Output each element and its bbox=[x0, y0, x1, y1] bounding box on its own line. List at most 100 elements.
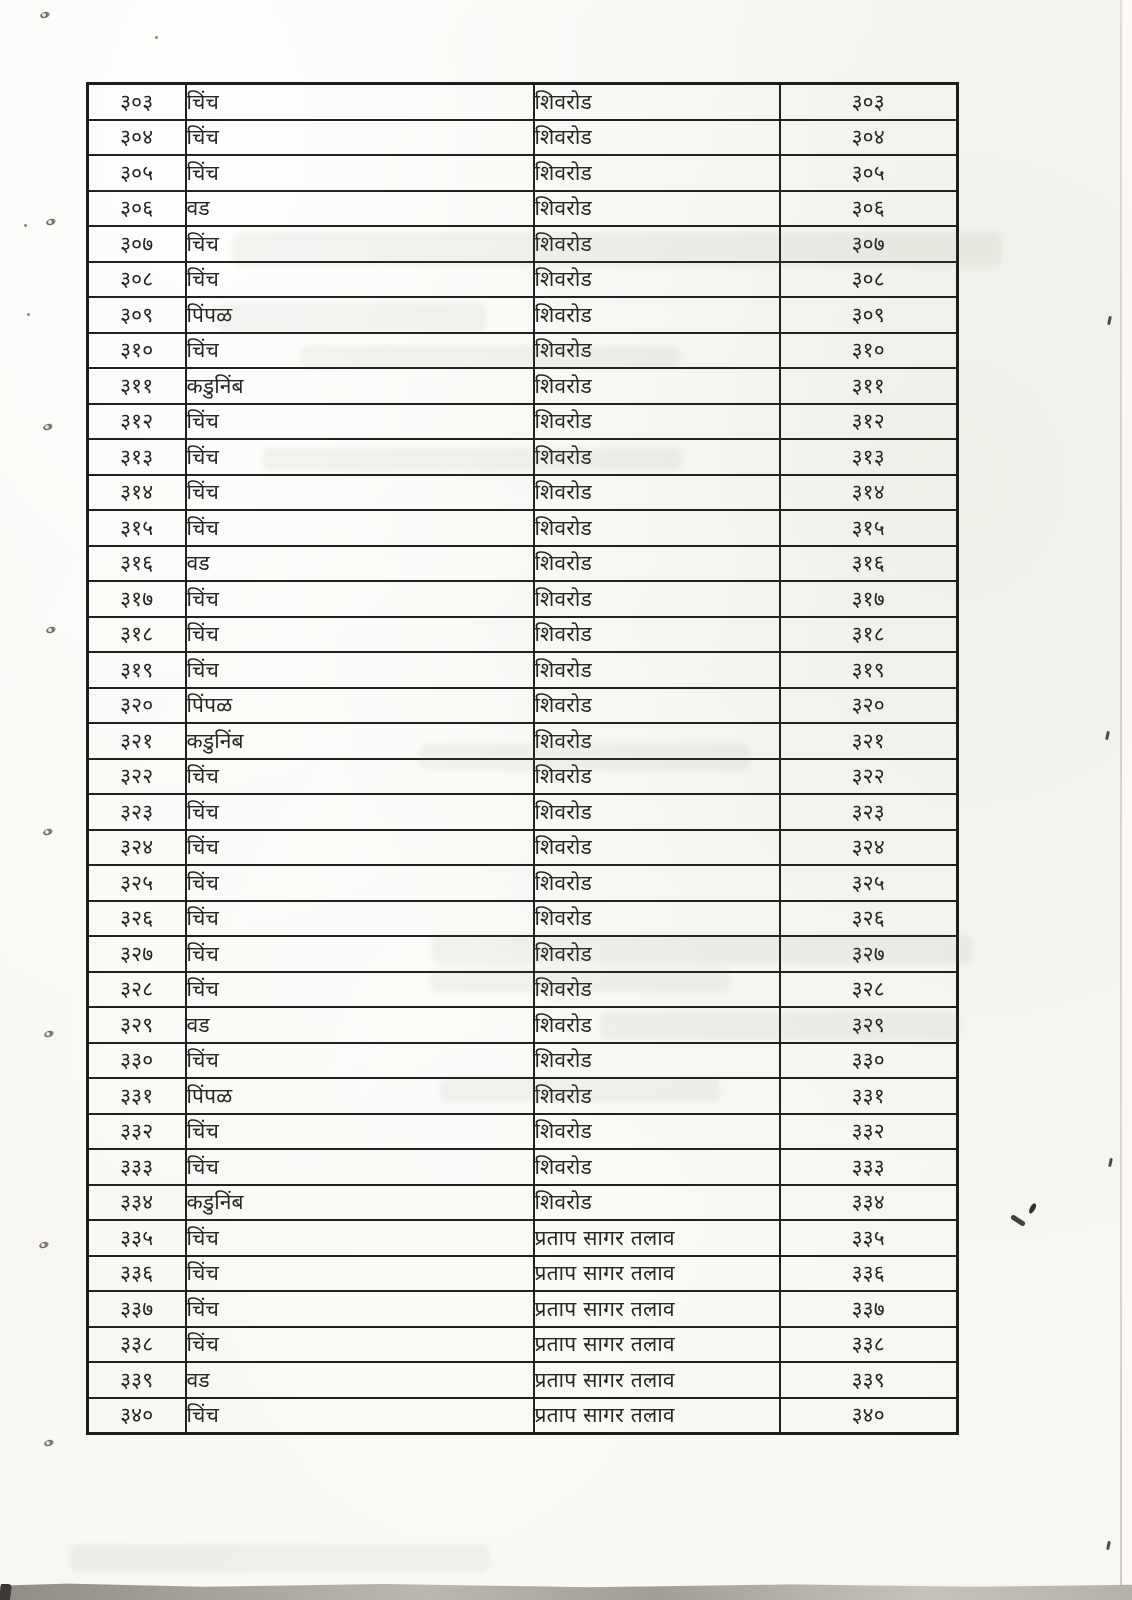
serial-number-cell: ३३२ bbox=[86, 1112, 187, 1150]
serial-number-repeat-cell: ३२० bbox=[778, 686, 959, 724]
table-row: ३१७ चिंच शिवरोड ३१७ bbox=[86, 580, 959, 618]
location-cell: शिवरोड bbox=[532, 722, 781, 760]
location-cell: शिवरोड bbox=[532, 438, 781, 476]
serial-number-repeat-cell: ३०९ bbox=[778, 296, 959, 334]
location-cell: शिवरोड bbox=[532, 615, 781, 653]
location-cell: शिवरोड bbox=[532, 509, 781, 547]
tree-name-cell: कडुनिंब bbox=[184, 367, 535, 405]
tree-name-cell: चिंच bbox=[184, 225, 535, 263]
table-body: ३०३ चिंच शिवरोड ३०३ ३०४ चिंच शिवरोड ३०४ … bbox=[86, 82, 959, 1435]
tree-name-cell: चिंच bbox=[184, 82, 535, 121]
serial-number-repeat-cell: ३१५ bbox=[778, 509, 959, 547]
scan-smudge bbox=[600, 1012, 960, 1040]
scan-smudge bbox=[440, 1078, 720, 1102]
tree-name-cell: चिंच bbox=[184, 402, 535, 440]
serial-number-cell: ३०६ bbox=[86, 189, 187, 227]
scan-smudge bbox=[432, 934, 972, 964]
serial-number-repeat-cell: ३२९ bbox=[778, 1006, 959, 1044]
table-row: ३३३ चिंच शिवरोड ३३३ bbox=[86, 1148, 959, 1186]
serial-number-cell: ३३५ bbox=[86, 1219, 187, 1257]
serial-number-cell: ३२० bbox=[86, 686, 187, 724]
location-cell: प्रताप सागर तलाव bbox=[532, 1290, 781, 1328]
serial-number-repeat-cell: ३१८ bbox=[778, 615, 959, 653]
tree-name-cell: चिंच bbox=[184, 473, 535, 511]
table-row: ३२२ चिंच शिवरोड ३२२ bbox=[86, 757, 959, 795]
serial-number-repeat-cell: ३१७ bbox=[778, 580, 959, 618]
tree-name-cell: पिंपळ bbox=[184, 686, 535, 724]
serial-number-repeat-cell: ३३८ bbox=[778, 1325, 959, 1363]
serial-number-cell: ३१० bbox=[86, 331, 187, 369]
tree-name-cell: चिंच bbox=[184, 615, 535, 653]
tree-name-cell: कडुनिंब bbox=[184, 722, 535, 760]
serial-number-cell: ३२३ bbox=[86, 793, 187, 831]
location-cell: शिवरोड bbox=[532, 580, 781, 618]
location-cell: शिवरोड bbox=[532, 828, 781, 866]
table-row: ३०९ पिंपळ शिवरोड ३०९ bbox=[86, 296, 959, 334]
scan-smudge bbox=[262, 448, 682, 470]
location-cell: शिवरोड bbox=[532, 544, 781, 582]
location-cell: प्रताप सागर तलाव bbox=[532, 1325, 781, 1363]
pen-tick bbox=[1107, 315, 1112, 326]
tree-name-cell: चिंच bbox=[184, 757, 535, 795]
table-row: ३१३ चिंच शिवरोड ३१३ bbox=[86, 438, 959, 476]
tree-name-cell: चिंच bbox=[184, 580, 535, 618]
location-cell: शिवरोड bbox=[532, 118, 781, 156]
serial-number-repeat-cell: ३१० bbox=[778, 331, 959, 369]
tree-name-cell: चिंच bbox=[184, 154, 535, 192]
table-row: ३३९ वड प्रताप सागर तलाव ३३९ bbox=[86, 1361, 959, 1399]
serial-number-cell: ३२७ bbox=[86, 935, 187, 973]
serial-number-cell: ३३१ bbox=[86, 1077, 187, 1115]
table-row: ३२४ चिंच शिवरोड ३२४ bbox=[86, 828, 959, 866]
tree-name-cell: चिंच bbox=[184, 970, 535, 1008]
table-row: ३०४ चिंच शिवरोड ३०४ bbox=[86, 118, 959, 156]
tree-name-cell: चिंच bbox=[184, 438, 535, 476]
serial-number-repeat-cell: ३१९ bbox=[778, 651, 959, 689]
serial-number-repeat-cell: ३०४ bbox=[778, 118, 959, 156]
tree-name-cell: चिंच bbox=[184, 793, 535, 831]
serial-number-cell: ३३० bbox=[86, 1041, 187, 1079]
serial-number-cell: ३२१ bbox=[86, 722, 187, 760]
tree-name-cell: चिंच bbox=[184, 1290, 535, 1328]
location-cell: शिवरोड bbox=[532, 1112, 781, 1150]
scanner-edge-band bbox=[0, 1583, 1132, 1600]
location-cell: शिवरोड bbox=[532, 154, 781, 192]
location-cell: शिवरोड bbox=[532, 1006, 781, 1044]
tree-name-cell: वड bbox=[184, 1361, 535, 1399]
margin-speck bbox=[39, 10, 51, 20]
serial-number-repeat-cell: ३३५ bbox=[778, 1219, 959, 1257]
tree-name-cell: कडुनिंब bbox=[184, 1183, 535, 1221]
serial-number-repeat-cell: ३२४ bbox=[778, 828, 959, 866]
serial-number-repeat-cell: ३२८ bbox=[778, 970, 959, 1008]
tree-name-cell: चिंच bbox=[184, 1219, 535, 1257]
table-row: ३३२ चिंच शिवरोड ३३२ bbox=[86, 1112, 959, 1150]
pen-tick bbox=[1106, 1540, 1111, 1551]
serial-number-repeat-cell: ३१३ bbox=[778, 438, 959, 476]
serial-number-repeat-cell: ३०६ bbox=[778, 189, 959, 227]
tree-name-cell: चिंच bbox=[184, 1041, 535, 1079]
table-row: ३२१ कडुनिंब शिवरोड ३२१ bbox=[86, 722, 959, 760]
table-row: ३३५ चिंच प्रताप सागर तलाव ३३५ bbox=[86, 1219, 959, 1257]
serial-number-cell: ३३६ bbox=[86, 1254, 187, 1292]
serial-number-cell: ३३९ bbox=[86, 1361, 187, 1399]
table-row: ३४० चिंच प्रताप सागर तलाव ३४० bbox=[86, 1396, 959, 1435]
serial-number-cell: ३०८ bbox=[86, 260, 187, 298]
tree-name-cell: चिंच bbox=[184, 509, 535, 547]
location-cell: प्रताप सागर तलाव bbox=[532, 1219, 781, 1257]
tree-name-cell: चिंच bbox=[184, 118, 535, 156]
location-cell: शिवरोड bbox=[532, 331, 781, 369]
serial-number-repeat-cell: ३१६ bbox=[778, 544, 959, 582]
table-row: ३३८ चिंच प्रताप सागर तलाव ३३८ bbox=[86, 1325, 959, 1363]
serial-number-cell: ३१२ bbox=[86, 402, 187, 440]
serial-number-cell: ३३४ bbox=[86, 1183, 187, 1221]
serial-number-repeat-cell: ३२३ bbox=[778, 793, 959, 831]
location-cell: शिवरोड bbox=[532, 651, 781, 689]
serial-number-cell: ३३८ bbox=[86, 1325, 187, 1363]
location-cell: शिवरोड bbox=[532, 1148, 781, 1186]
serial-number-repeat-cell: ३३७ bbox=[778, 1290, 959, 1328]
scan-smudge bbox=[300, 346, 680, 368]
serial-number-cell: ३१९ bbox=[86, 651, 187, 689]
table-row: ३०७ चिंच शिवरोड ३०७ bbox=[86, 225, 959, 263]
location-cell: शिवरोड bbox=[532, 935, 781, 973]
tree-name-cell: चिंच bbox=[184, 651, 535, 689]
table-row: ३१९ चिंच शिवरोड ३१९ bbox=[86, 651, 959, 689]
